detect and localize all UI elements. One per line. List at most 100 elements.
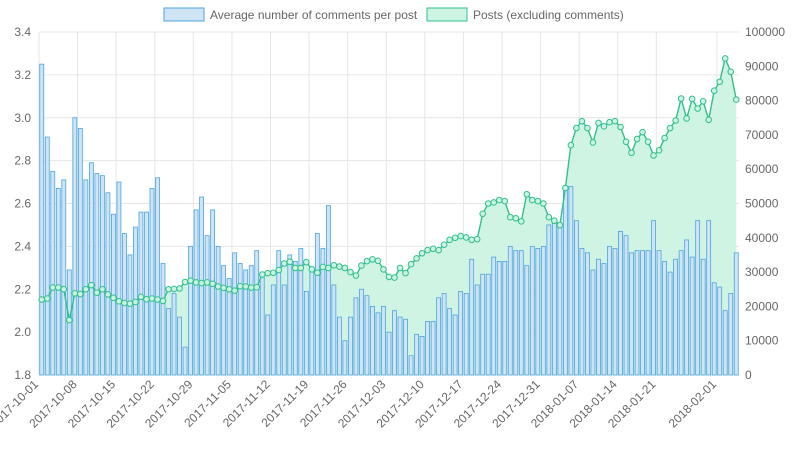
posts-point[interactable] <box>413 255 420 262</box>
bar-comments[interactable] <box>700 258 706 376</box>
posts-point[interactable] <box>523 190 531 198</box>
posts-point[interactable] <box>303 258 310 266</box>
posts-point[interactable] <box>655 147 663 154</box>
bar-comments[interactable] <box>551 222 557 376</box>
bar-comments[interactable] <box>94 173 100 376</box>
bar-comments[interactable] <box>331 284 337 376</box>
bar-comments[interactable] <box>149 188 155 376</box>
bar-comments[interactable] <box>733 252 739 376</box>
posts-point[interactable] <box>336 263 343 270</box>
bar-comments[interactable] <box>458 290 464 376</box>
posts-point[interactable] <box>369 256 376 263</box>
bar-comments[interactable] <box>342 340 348 376</box>
posts-point[interactable] <box>247 284 255 291</box>
bar-comments[interactable] <box>55 188 61 376</box>
posts-point[interactable] <box>93 289 101 296</box>
bar-comments[interactable] <box>116 181 122 376</box>
posts-point[interactable] <box>314 269 321 277</box>
posts-point[interactable] <box>418 249 426 257</box>
posts-point[interactable] <box>71 290 79 297</box>
posts-point[interactable] <box>385 273 393 281</box>
posts-point[interactable] <box>352 272 360 279</box>
bar-comments[interactable] <box>585 252 590 376</box>
posts-point[interactable] <box>269 269 277 277</box>
posts-point[interactable] <box>143 295 150 303</box>
bar-comments[interactable] <box>226 278 232 376</box>
posts-point[interactable] <box>589 139 597 146</box>
bar-comments[interactable] <box>640 250 645 376</box>
posts-point[interactable] <box>650 152 657 159</box>
bar-comments[interactable] <box>320 248 326 376</box>
bar-comments[interactable] <box>359 288 364 376</box>
posts-point[interactable] <box>578 117 586 125</box>
bar-comments[interactable] <box>243 269 249 376</box>
bar-comments[interactable] <box>728 293 734 376</box>
bar-comments[interactable] <box>507 245 513 376</box>
posts-point[interactable] <box>402 269 409 277</box>
bar-comments[interactable] <box>193 209 199 376</box>
bar-comments[interactable] <box>232 252 238 376</box>
bar-comments[interactable] <box>265 314 271 376</box>
bar-comments[interactable] <box>155 177 160 376</box>
posts-point[interactable] <box>363 257 371 265</box>
bar-comments[interactable] <box>590 269 596 376</box>
bar-comments[interactable] <box>348 316 353 376</box>
posts-point[interactable] <box>380 266 387 273</box>
posts-point[interactable] <box>688 95 696 103</box>
posts-point[interactable] <box>424 246 431 254</box>
posts-point[interactable] <box>198 279 205 287</box>
posts-point[interactable] <box>159 297 167 305</box>
bar-comments[interactable] <box>303 290 309 376</box>
posts-point[interactable] <box>677 95 685 102</box>
bar-comments[interactable] <box>529 245 535 376</box>
posts-point[interactable] <box>721 55 729 62</box>
posts-point[interactable] <box>231 287 238 294</box>
posts-point[interactable] <box>253 283 261 291</box>
posts-point[interactable] <box>264 269 272 277</box>
posts-point[interactable] <box>710 87 718 94</box>
posts-point[interactable] <box>727 68 735 76</box>
bar-comments[interactable] <box>634 250 640 376</box>
bar-comments[interactable] <box>562 188 568 376</box>
bar-comments[interactable] <box>568 185 574 376</box>
bar-comments[interactable] <box>83 179 89 376</box>
posts-point[interactable] <box>584 124 591 132</box>
bar-comments[interactable] <box>353 297 359 376</box>
posts-point[interactable] <box>38 296 46 303</box>
bar-comments[interactable] <box>160 263 166 376</box>
bar-comments[interactable] <box>524 265 530 376</box>
bar-comments[interactable] <box>370 305 375 376</box>
bar-comments[interactable] <box>574 220 579 376</box>
bar-comments[interactable] <box>557 226 563 376</box>
posts-point[interactable] <box>666 124 674 132</box>
posts-point[interactable] <box>484 200 492 207</box>
posts-point[interactable] <box>644 138 652 146</box>
bar-comments[interactable] <box>618 230 623 376</box>
bar-comments[interactable] <box>722 310 728 376</box>
posts-point[interactable] <box>611 117 619 125</box>
posts-point[interactable] <box>639 128 646 136</box>
bar-comments[interactable] <box>166 308 171 376</box>
bar-comments[interactable] <box>629 252 634 376</box>
posts-point[interactable] <box>192 279 200 286</box>
posts-point[interactable] <box>236 282 244 290</box>
posts-point[interactable] <box>490 199 498 206</box>
bar-comments[interactable] <box>392 310 397 376</box>
posts-point[interactable] <box>407 260 415 268</box>
bar-comments[interactable] <box>248 265 254 376</box>
posts-point[interactable] <box>429 245 437 253</box>
posts-point[interactable] <box>540 200 547 207</box>
bar-comments[interactable] <box>298 248 304 376</box>
bar-comments[interactable] <box>237 263 243 376</box>
posts-point[interactable] <box>479 210 487 218</box>
posts-point[interactable] <box>347 268 354 276</box>
posts-point[interactable] <box>187 277 194 284</box>
posts-point[interactable] <box>88 281 95 289</box>
posts-point[interactable] <box>209 280 216 288</box>
posts-point[interactable] <box>214 283 222 290</box>
bar-comments[interactable] <box>711 282 717 376</box>
bar-comments[interactable] <box>673 258 679 376</box>
bar-comments[interactable] <box>127 254 133 376</box>
bar-comments[interactable] <box>436 297 441 376</box>
bar-comments[interactable] <box>441 293 447 376</box>
